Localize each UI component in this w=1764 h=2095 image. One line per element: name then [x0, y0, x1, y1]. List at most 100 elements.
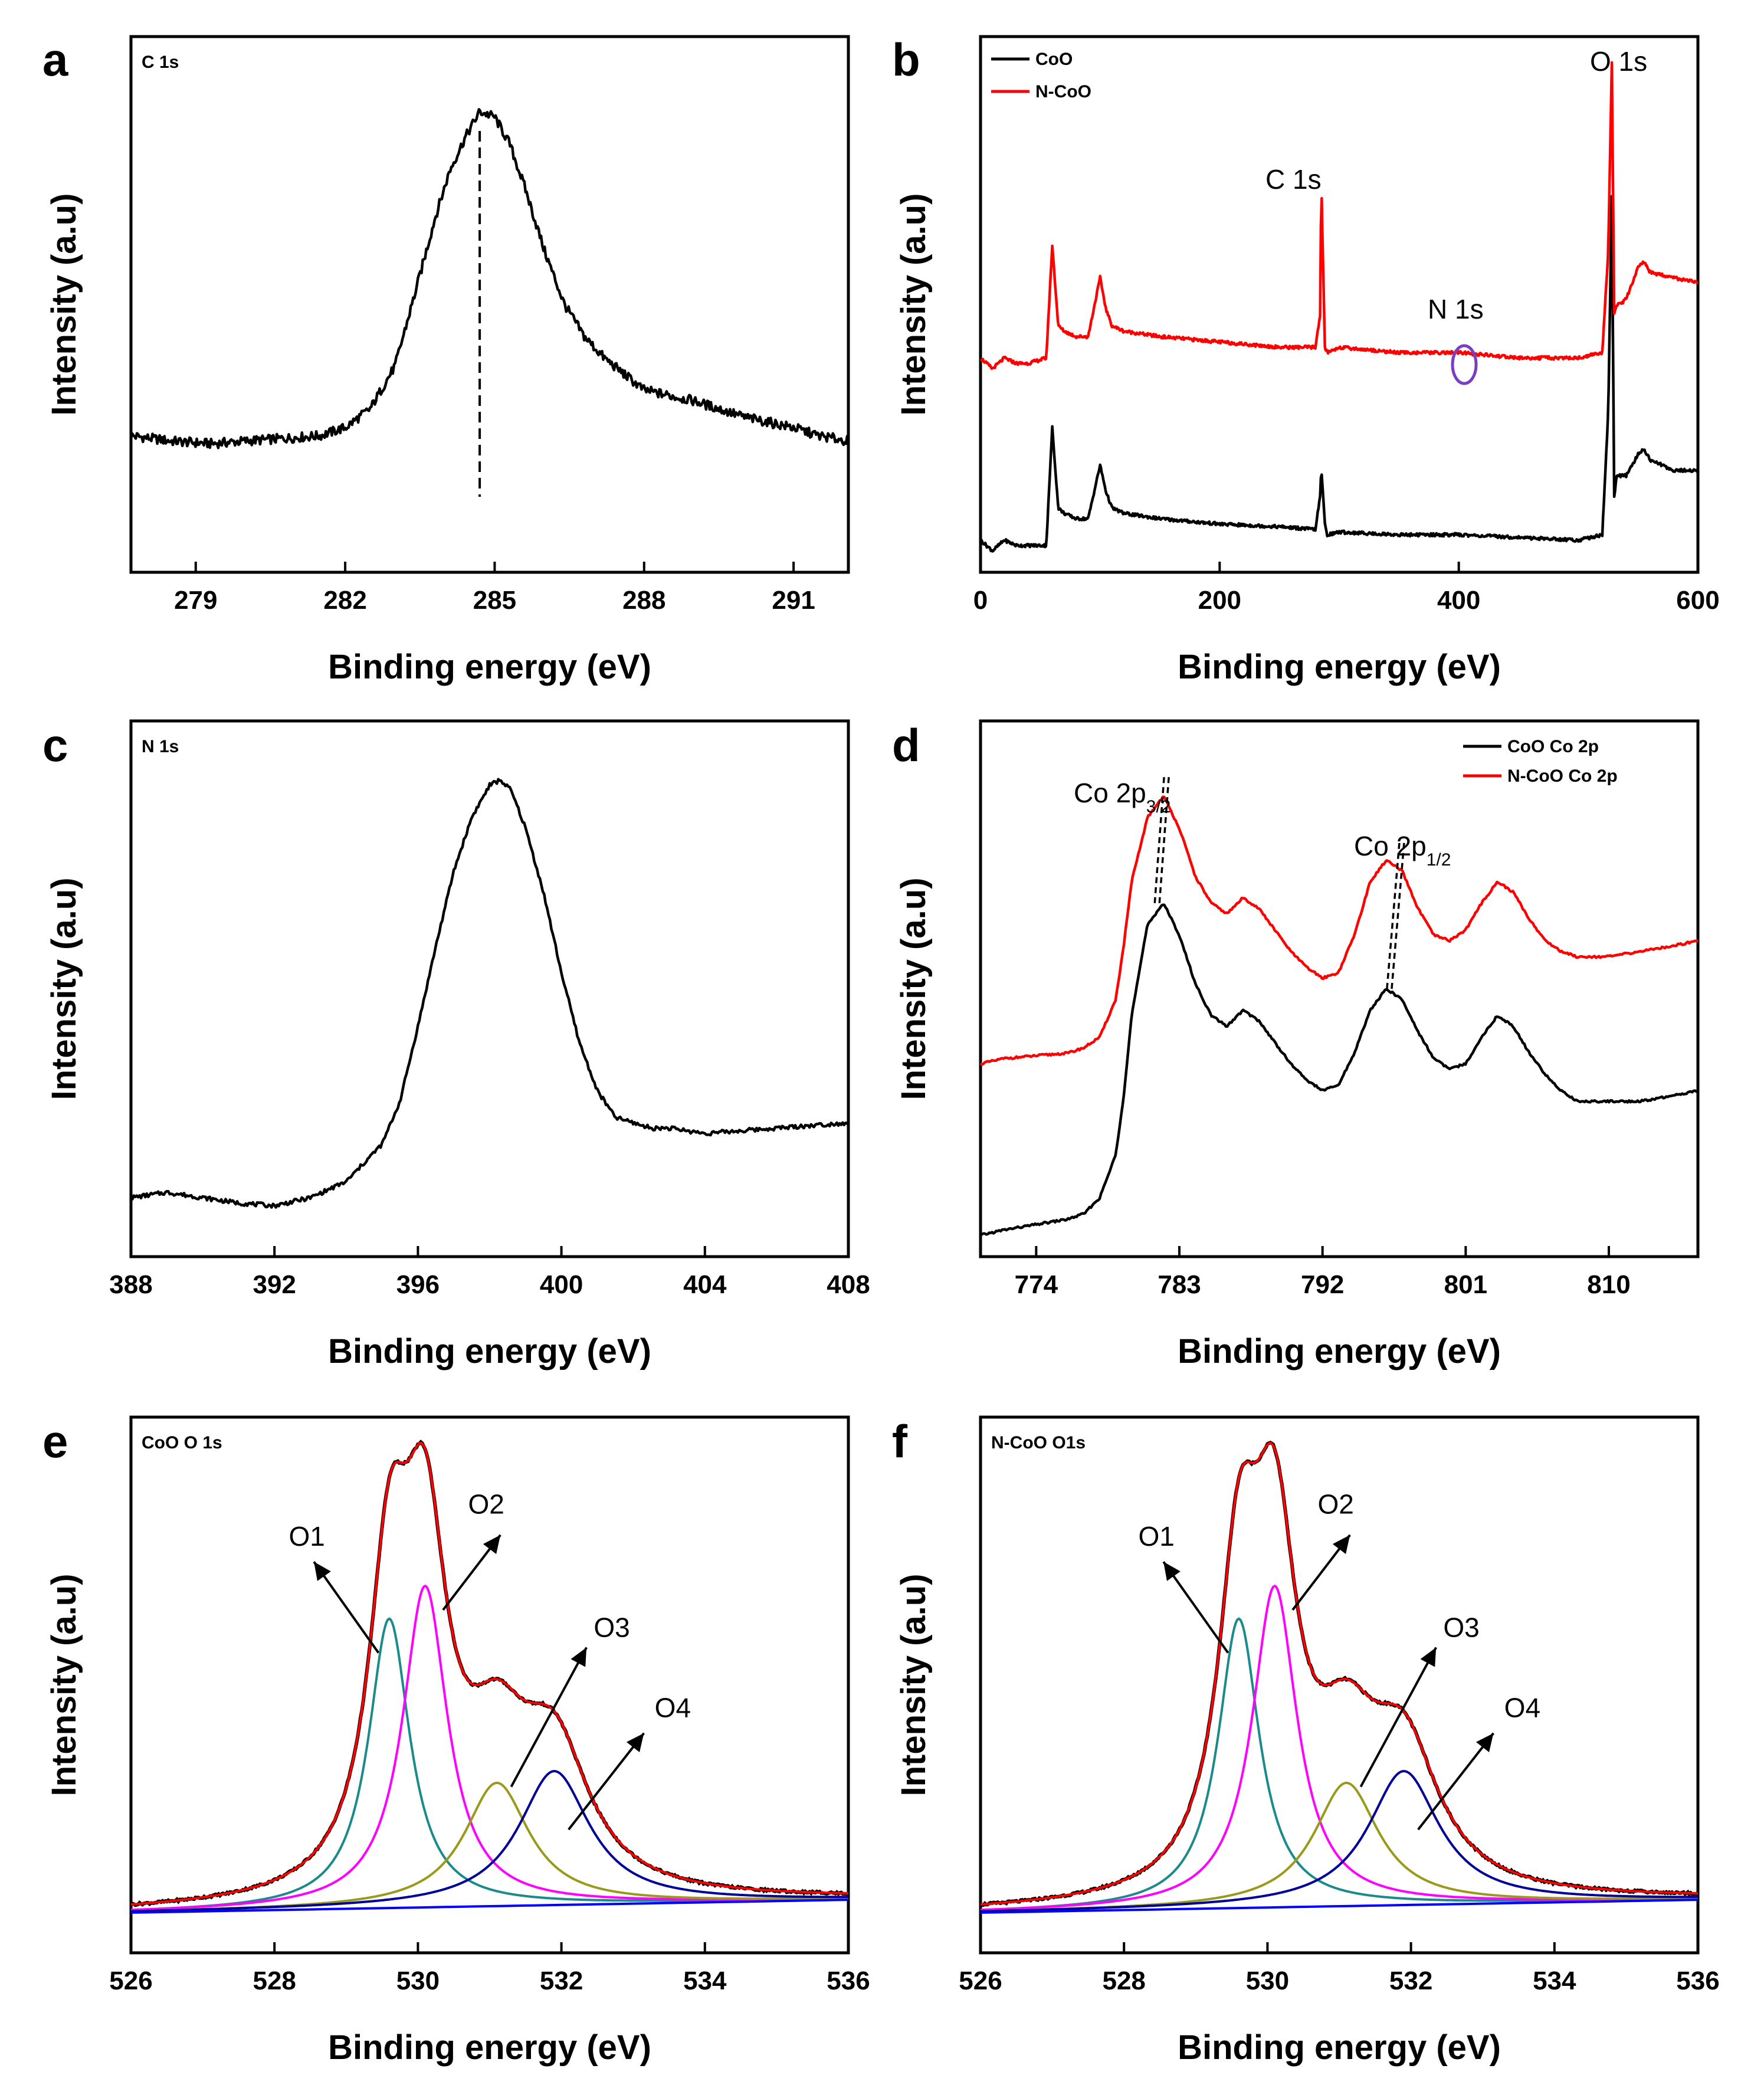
legend-label-ncoo: N-CoO [1035, 82, 1091, 101]
x-ticks: 774 783 792 801 810 [1015, 1246, 1631, 1299]
panel-label: d [892, 719, 920, 771]
x-ticks: 279 282 285 288 291 [174, 562, 815, 615]
panel-title: C 1s [142, 53, 179, 72]
x-tick-label: 536 [827, 1966, 870, 1995]
plot-frame [979, 1415, 1700, 1955]
series-line-n-coo-co-2p [979, 795, 1699, 1066]
arrowhead [570, 1647, 587, 1667]
peak-dashed-line [1158, 774, 1170, 903]
component-label: O4 [655, 1692, 691, 1723]
component-label: O2 [1318, 1489, 1354, 1519]
y-axis-label: Intensity (a.u) [894, 193, 933, 415]
panel-d: d 774 783 792 801 810 CoO Co 2p N-CoO Co 2p … [892, 719, 1700, 1371]
series-line-n-1s [130, 778, 850, 1209]
y-axis-label: Intensity (a.u) [45, 1573, 83, 1796]
x-tick-label: 526 [959, 1966, 1002, 1995]
x-ticks: 526 528 530 532 534 536 [109, 1942, 870, 1995]
x-tick-label: 810 [1587, 1270, 1630, 1299]
y-axis-label: Intensity (a.u) [894, 877, 933, 1100]
series-layer [129, 108, 850, 450]
component-label: O2 [468, 1489, 504, 1519]
x-tick-label: 530 [1246, 1966, 1289, 1995]
arrowhead [626, 1733, 644, 1752]
arrowhead [1163, 1562, 1181, 1581]
arrow-line [510, 1647, 588, 1788]
component-o2 [130, 1584, 848, 1912]
x-tick-label: 526 [109, 1966, 152, 1995]
annotation-co2p32: Co 2p3/2 [1074, 778, 1170, 817]
annotation-n1s: N 1s [1428, 294, 1484, 324]
arrow-line [568, 1732, 645, 1831]
legend-label-ncoo: N-CoO Co 2p [1507, 766, 1618, 786]
component-label: O1 [289, 1521, 325, 1552]
x-tick-label: 408 [827, 1270, 870, 1299]
arrowhead [314, 1562, 331, 1581]
x-axis-label: Binding energy (eV) [328, 648, 651, 686]
annotation-c1s: C 1s [1265, 164, 1322, 195]
legend-label-coo: CoO [1035, 50, 1073, 69]
fit-line [980, 1441, 1698, 1906]
plot-frame [979, 719, 1700, 1258]
panel-e: e CoO O 1s 526 528 530 532 534 536 O1 O2 O3 O4 B… [42, 1415, 870, 2067]
series-line-c-1s [129, 108, 850, 450]
x-tick-label: 388 [109, 1270, 152, 1299]
series-layer [130, 778, 850, 1209]
arrowhead [1332, 1535, 1350, 1555]
x-tick-label: 536 [1676, 1966, 1719, 1995]
peak-dashed-line [1391, 838, 1406, 989]
series-layer [979, 61, 1699, 553]
x-tick-label: 400 [540, 1270, 583, 1299]
peak-dashed-line [1386, 838, 1401, 989]
component-label: O4 [1504, 1692, 1540, 1723]
series-layer [980, 1441, 1700, 1914]
background-line [130, 1899, 849, 1914]
component-o4 [980, 1769, 1698, 1913]
arrow-layer: O1 O2 O3 O4 [289, 1489, 691, 1831]
arrowhead [1476, 1733, 1494, 1752]
series-layer [129, 1440, 850, 1914]
x-tick-label: 404 [683, 1270, 727, 1299]
annotation-layer [1153, 774, 1406, 989]
panel-label: b [892, 34, 920, 86]
component-label: O1 [1139, 1521, 1175, 1552]
arrow-layer: O1 O2 O3 O4 [1139, 1489, 1540, 1831]
series-layer [979, 795, 1699, 1236]
panel-title: CoO O 1s [142, 1433, 222, 1453]
legend-label-coo: CoO Co 2p [1507, 737, 1599, 756]
y-axis-label: Intensity (a.u) [45, 877, 83, 1100]
arrowhead [483, 1535, 501, 1555]
plot-frame [129, 719, 850, 1258]
arrow-line [1162, 1561, 1229, 1654]
panel-c: c N 1s 388 392 396 400 404 408 Binding energy… [42, 719, 870, 1371]
n1s-circle-marker [1451, 344, 1478, 385]
x-tick-label: 528 [253, 1966, 296, 1995]
panel-title: N 1s [142, 737, 179, 756]
x-tick-label: 534 [1533, 1966, 1576, 1995]
x-tick-label: 532 [1389, 1966, 1432, 1995]
x-ticks: 0 200 400 600 [973, 562, 1720, 615]
peak-dashed-line [1153, 774, 1166, 903]
x-tick-label: 396 [396, 1270, 440, 1299]
annotation-o1s: O 1s [1590, 46, 1647, 77]
x-axis-label: Binding energy (eV) [328, 1332, 651, 1371]
x-tick-label: 279 [174, 586, 217, 615]
arrow-line [313, 1561, 380, 1654]
x-tick-label: 534 [683, 1966, 727, 1995]
series-line-coo [979, 195, 1699, 553]
x-tick-label: 0 [973, 586, 988, 615]
component-label: O3 [594, 1612, 629, 1642]
y-axis-label: Intensity (a.u) [894, 1573, 933, 1796]
panel-label: e [42, 1415, 68, 1467]
y-axis-label: Intensity (a.u) [45, 193, 83, 415]
x-tick-label: 600 [1676, 586, 1719, 615]
x-tick-label: 774 [1015, 1270, 1058, 1299]
panel-label: c [42, 719, 68, 771]
component-label: O3 [1443, 1612, 1479, 1642]
component-o2 [980, 1584, 1698, 1912]
background-line [980, 1899, 1699, 1914]
panel-a: a C 1s 279 282 285 288 291 Binding energy (e… [42, 34, 850, 686]
arrowhead [1420, 1647, 1437, 1667]
x-axis-label: Binding energy (eV) [1178, 2028, 1501, 2067]
x-ticks: 388 392 396 400 404 408 [109, 1246, 870, 1299]
